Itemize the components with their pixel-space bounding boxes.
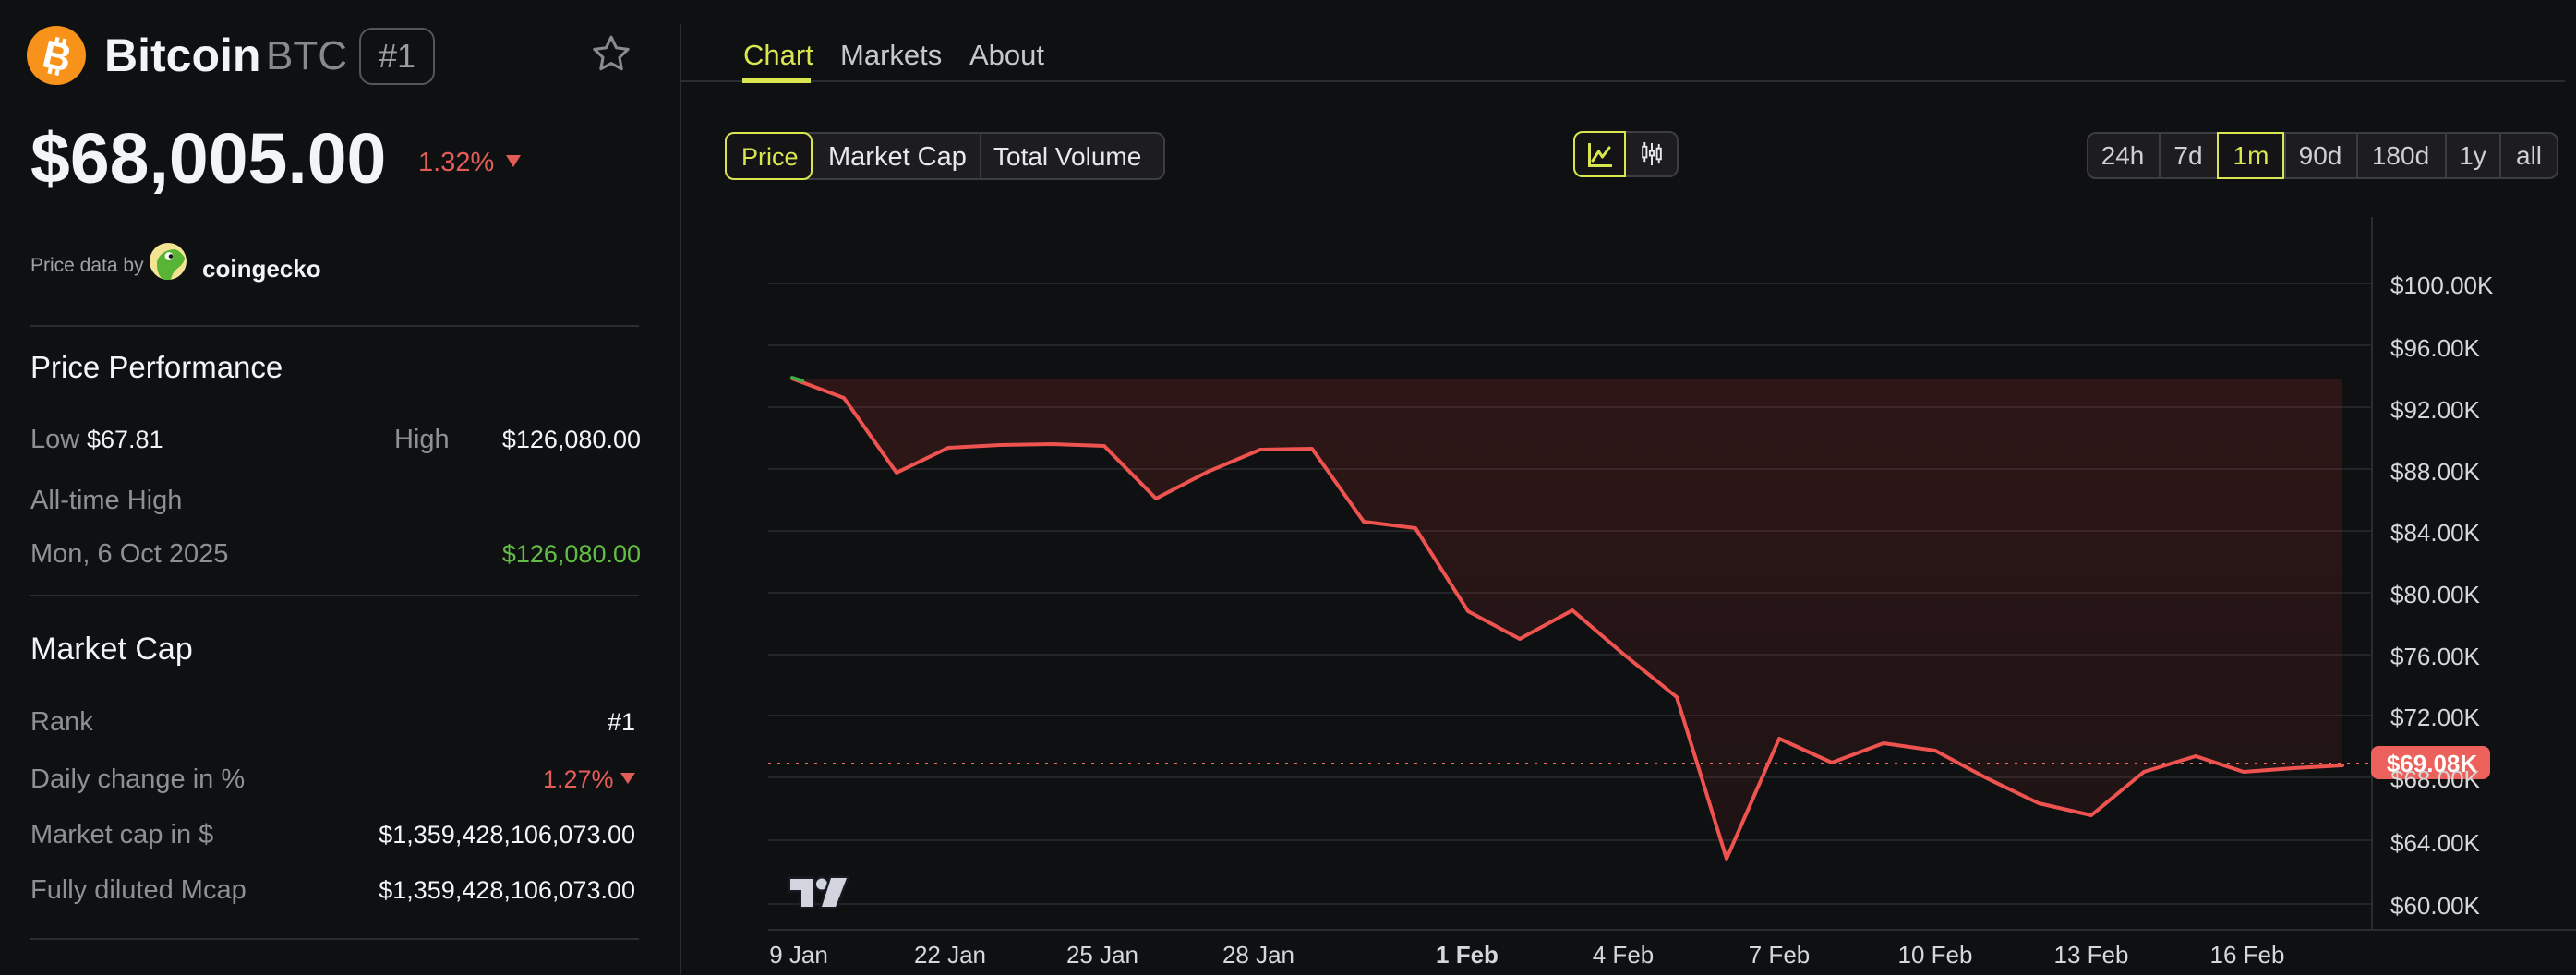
svg-text:$96.00K: $96.00K	[2390, 334, 2481, 362]
svg-text:$64.00K: $64.00K	[2390, 829, 2481, 857]
svg-text:13 Feb: 13 Feb	[2054, 941, 2129, 969]
svg-text:9 Jan: 9 Jan	[769, 941, 828, 969]
svg-text:$100.00K: $100.00K	[2390, 271, 2494, 299]
svg-text:4 Feb: 4 Feb	[1593, 941, 1655, 969]
svg-text:28 Jan: 28 Jan	[1222, 941, 1294, 969]
svg-text:$80.00K: $80.00K	[2390, 581, 2481, 608]
svg-text:$72.00K: $72.00K	[2390, 704, 2481, 731]
svg-text:7 Feb: 7 Feb	[1749, 941, 1811, 969]
svg-text:10 Feb: 10 Feb	[1898, 941, 1973, 969]
svg-text:16 Feb: 16 Feb	[2210, 941, 2285, 969]
svg-text:22 Jan: 22 Jan	[914, 941, 986, 969]
svg-text:25 Jan: 25 Jan	[1066, 941, 1138, 969]
svg-text:$92.00K: $92.00K	[2390, 396, 2481, 424]
svg-text:$84.00K: $84.00K	[2390, 519, 2481, 547]
svg-text:$88.00K: $88.00K	[2390, 458, 2481, 486]
svg-text:$76.00K: $76.00K	[2390, 643, 2481, 670]
svg-text:$68.00K: $68.00K	[2390, 765, 2481, 793]
svg-text:$69.08K: $69.08K	[2387, 750, 2478, 777]
svg-text:1 Feb: 1 Feb	[1436, 941, 1499, 969]
svg-text:$60.00K: $60.00K	[2390, 892, 2481, 920]
